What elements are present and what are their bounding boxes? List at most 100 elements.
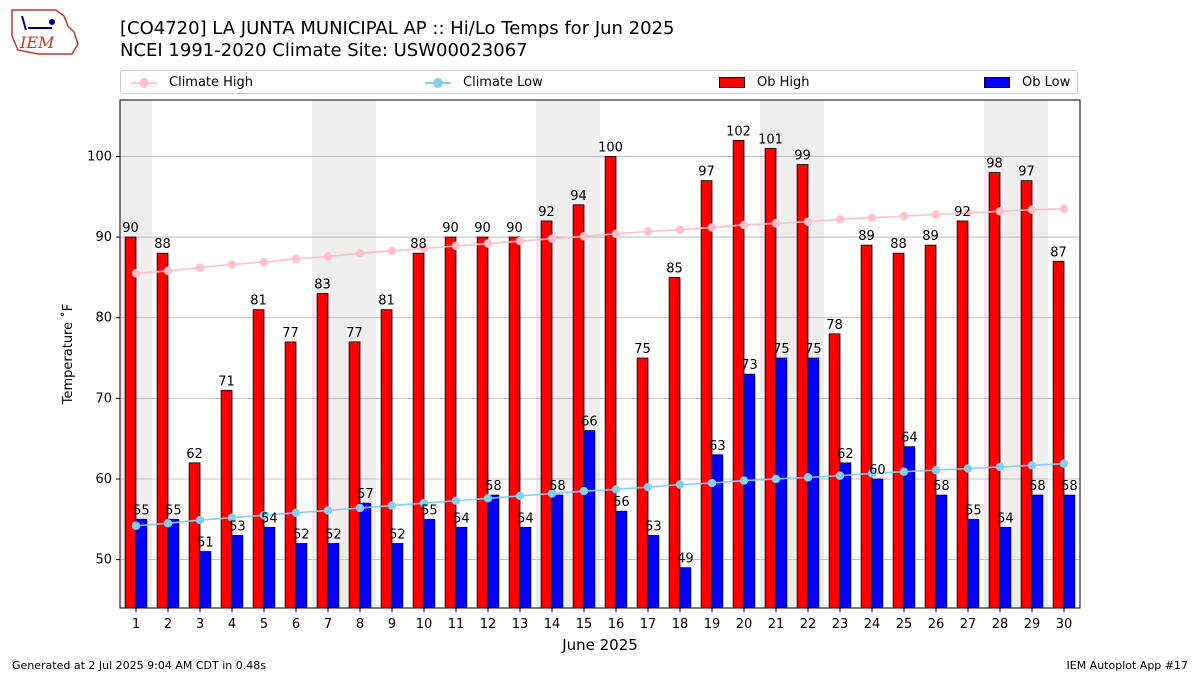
ob-low-bar bbox=[807, 357, 820, 609]
ob-high-label: 102 bbox=[726, 124, 751, 139]
x-tick-label: 7 bbox=[324, 617, 332, 632]
x-tick-label: 25 bbox=[896, 617, 913, 632]
climate-high-point bbox=[227, 260, 237, 269]
ob-low-bar bbox=[391, 543, 404, 609]
climate-high-point bbox=[611, 229, 621, 239]
x-tick-label: 6 bbox=[292, 617, 300, 632]
climate-low-point bbox=[643, 482, 653, 492]
ob-high-label: 88 bbox=[154, 237, 171, 252]
ob-low-label: 63 bbox=[709, 439, 726, 454]
climate-low-point bbox=[931, 465, 941, 475]
ob-high-label: 88 bbox=[410, 237, 427, 252]
ob-high-bar bbox=[348, 341, 361, 609]
x-tick-label: 30 bbox=[1056, 617, 1073, 632]
ob-low-bar bbox=[999, 526, 1012, 609]
ob-high-bar bbox=[316, 293, 329, 609]
climate-low-point bbox=[195, 515, 205, 525]
ob-low-label: 54 bbox=[453, 511, 470, 526]
ob-low-bar bbox=[359, 502, 372, 609]
ob-high-bar bbox=[700, 180, 713, 609]
climate-low-point bbox=[451, 496, 461, 505]
legend-climate-low: Climate Low bbox=[425, 74, 625, 92]
x-tick-label: 3 bbox=[196, 617, 204, 632]
legend-ob-high: Ob High bbox=[719, 74, 879, 92]
legend-climate-high: Climate High bbox=[131, 74, 331, 92]
ob-high-bar bbox=[540, 220, 553, 609]
ob-high-bar bbox=[252, 309, 265, 609]
ob-low-bar bbox=[871, 478, 884, 609]
x-tick-label: 21 bbox=[768, 617, 785, 632]
ob-low-label: 53 bbox=[645, 519, 662, 534]
legend-marker bbox=[139, 78, 149, 88]
climate-high-point bbox=[739, 220, 749, 230]
ob-high-label: 90 bbox=[474, 221, 491, 236]
ob-high-label: 81 bbox=[378, 294, 395, 309]
x-tick-label: 15 bbox=[576, 617, 593, 632]
ob-high-label: 101 bbox=[758, 132, 783, 147]
ob-low-label: 56 bbox=[613, 495, 630, 510]
ob-high-label: 85 bbox=[666, 261, 683, 276]
ob-low-label: 55 bbox=[421, 503, 438, 518]
ob-high-label: 94 bbox=[570, 189, 587, 204]
x-tick-label: 1 bbox=[132, 617, 140, 632]
climate-high-point bbox=[771, 219, 781, 228]
x-tick-label: 5 bbox=[260, 617, 268, 632]
x-tick-label: 22 bbox=[800, 617, 817, 632]
station-mast bbox=[21, 15, 27, 31]
ob-high-bar bbox=[796, 164, 809, 609]
legend-marker bbox=[433, 78, 443, 88]
ob-high-bar bbox=[412, 252, 425, 609]
ob-high-label: 89 bbox=[922, 229, 939, 244]
chart-legend: Climate High Climate Low Ob High Ob Low bbox=[120, 70, 1078, 94]
chart-subtitle: NCEI 1991-2020 Climate Site: USW00023067 bbox=[120, 40, 528, 61]
x-tick-label: 26 bbox=[928, 617, 945, 632]
x-tick-label: 9 bbox=[388, 617, 396, 632]
legend-label: Ob Low bbox=[1022, 75, 1071, 90]
ob-high-bar bbox=[860, 244, 873, 609]
ob-high-label: 97 bbox=[1018, 165, 1035, 180]
ob-low-bar bbox=[615, 510, 628, 609]
ob-high-bar bbox=[988, 172, 1001, 609]
ob-low-label: 57 bbox=[357, 487, 374, 502]
ob-high-label: 88 bbox=[890, 237, 907, 252]
climate-low-point bbox=[419, 498, 429, 508]
climate-low-point bbox=[707, 478, 717, 488]
ob-low-label: 75 bbox=[805, 342, 822, 357]
ob-low-label: 58 bbox=[1029, 479, 1046, 494]
climate-high-point bbox=[803, 217, 813, 226]
climate-high-point bbox=[963, 208, 973, 218]
ob-high-bar bbox=[924, 244, 937, 609]
ob-high-bar bbox=[1052, 260, 1065, 609]
ob-low-label: 58 bbox=[933, 479, 950, 494]
x-tick-label: 18 bbox=[672, 617, 689, 632]
iem-logo: IEM bbox=[11, 9, 79, 55]
ob-high-bar bbox=[636, 357, 649, 609]
logo-text: IEM bbox=[19, 33, 55, 52]
climate-high-point bbox=[483, 239, 493, 248]
ob-low-label: 55 bbox=[133, 503, 150, 518]
climate-low-point bbox=[355, 503, 365, 513]
climate-low-point bbox=[995, 462, 1005, 472]
y-tick-label: 90 bbox=[95, 230, 112, 245]
climate-high-point bbox=[707, 223, 717, 232]
climate-low-point bbox=[387, 501, 397, 510]
x-tick-label: 16 bbox=[608, 617, 625, 632]
x-tick-label: 11 bbox=[448, 617, 465, 632]
ob-high-label: 90 bbox=[122, 221, 139, 236]
ob-low-bar bbox=[327, 543, 340, 609]
generated-footer: Generated at 2 Jul 2025 9:04 AM CDT in 0… bbox=[12, 659, 266, 672]
ob-low-bar bbox=[167, 518, 180, 609]
ob-low-bar bbox=[551, 494, 564, 609]
ob-low-bar bbox=[967, 518, 980, 609]
x-tick-label: 13 bbox=[512, 617, 529, 632]
climate-high-point bbox=[899, 211, 909, 221]
ob-high-label: 90 bbox=[506, 221, 523, 236]
ob-high-label: 87 bbox=[1050, 245, 1067, 260]
x-tick-label: 24 bbox=[864, 617, 881, 632]
climate-low-point bbox=[611, 485, 621, 494]
climate-low-point bbox=[547, 489, 557, 498]
ob-low-label: 58 bbox=[485, 479, 502, 494]
climate-low-point bbox=[163, 519, 173, 528]
ob-high-label: 83 bbox=[314, 278, 331, 293]
ob-low-bar bbox=[583, 430, 596, 609]
